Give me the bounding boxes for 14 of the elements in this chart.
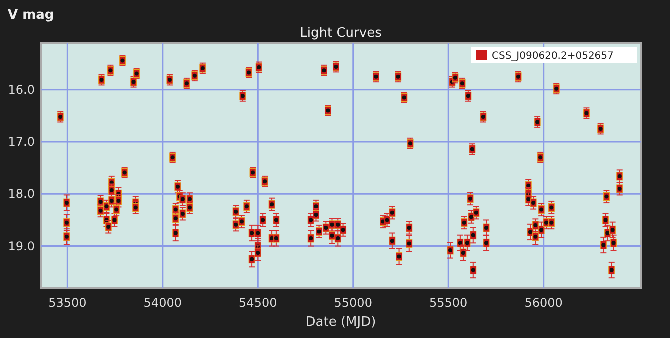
- y-tick-label: 17.0: [8, 135, 35, 150]
- x-tick-label: 54500: [239, 296, 278, 310]
- x-tick-label: 56000: [524, 296, 563, 310]
- y-axis-title: V mag: [8, 8, 54, 23]
- x-tick-label: 55000: [334, 296, 372, 310]
- x-tick-label: 53500: [48, 296, 87, 310]
- x-axis-title: Date (MJD): [306, 315, 376, 330]
- x-tick-label: 54000: [144, 296, 182, 310]
- chart-title: Light Curves: [300, 26, 382, 41]
- x-tick-label: 55500: [430, 296, 468, 310]
- y-tick-label: 19.0: [8, 239, 35, 254]
- y-tick-label: 16.0: [8, 82, 35, 97]
- legend-label: CSS_J090620.2+052657: [492, 51, 614, 62]
- y-tick-label: 18.0: [8, 187, 35, 202]
